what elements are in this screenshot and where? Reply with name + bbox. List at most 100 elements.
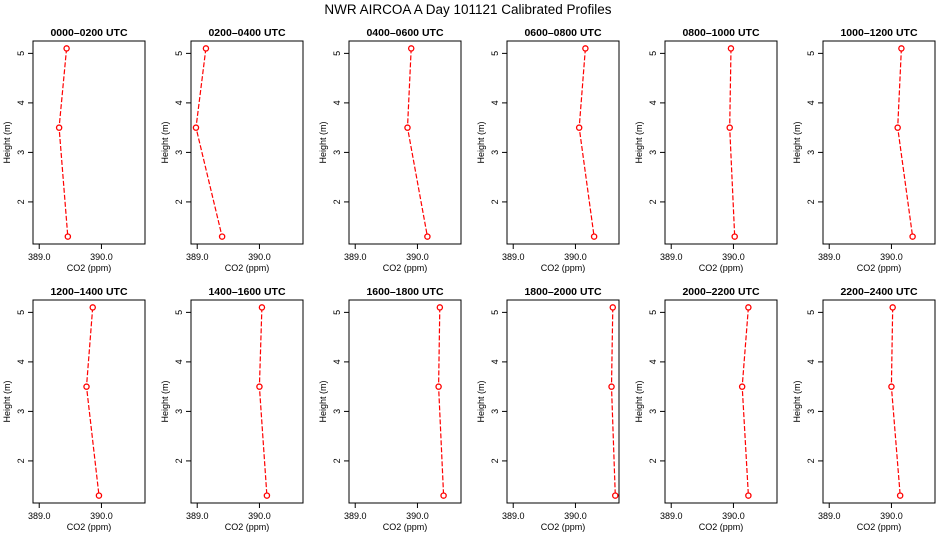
x-axis-label: CO2 (ppm) [857,522,902,532]
data-point [894,124,901,131]
data-point [202,45,210,52]
y-tick-label: 4 [174,359,184,364]
y-tick-label: 5 [490,51,500,56]
data-point [89,304,96,311]
data-point [63,45,70,52]
x-tick-label: 389.0 [28,252,51,262]
y-tick-label: 3 [648,409,658,414]
x-tick-label: 390.0 [406,252,429,262]
y-tick-label: 3 [174,150,184,155]
series-line-profile [729,48,736,237]
x-tick-label: 390.0 [406,511,429,521]
x-tick-label: 389.0 [186,252,209,262]
series-line-profile [897,48,914,237]
x-tick-label: 390.0 [248,252,271,262]
y-axis-label: Height (m) [160,121,170,163]
y-tick-label: 4 [332,100,342,105]
x-tick-label: 390.0 [564,511,587,521]
y-tick-label: 5 [332,51,342,56]
x-axis-label: CO2 (ppm) [857,263,902,273]
data-point [424,233,431,240]
y-axis-label: Height (m) [476,121,486,163]
plot-frame [664,299,778,504]
panel-title: 2200–2400 UTC [840,286,917,298]
y-tick-label: 2 [490,199,500,204]
x-axis-label: CO2 (ppm) [383,522,428,532]
x-tick-label: 390.0 [248,511,271,521]
data-point [726,124,733,131]
y-axis-label: Height (m) [160,380,170,422]
y-tick-label: 2 [806,199,816,204]
x-tick-label: 389.0 [660,252,683,262]
x-tick-label: 389.0 [28,511,51,521]
x-tick-label: 389.0 [502,252,525,262]
series-line-profile [406,48,428,237]
y-tick-label: 5 [806,310,816,315]
data-point [435,383,442,390]
y-axis-label: Height (m) [2,380,12,422]
x-axis-label: CO2 (ppm) [541,522,586,532]
x-axis-label: CO2 (ppm) [699,522,744,532]
y-tick-label: 3 [648,150,658,155]
data-point [590,233,598,240]
x-tick-label: 389.0 [818,252,841,262]
data-point [745,304,752,311]
panel-title: 1600–1800 UTC [366,286,443,298]
panel-title: 1400–1600 UTC [208,286,285,298]
y-axis-label: Height (m) [792,380,802,422]
series-line-profile [258,307,268,496]
y-tick-label: 5 [648,51,658,56]
y-tick-label: 4 [648,100,658,105]
data-point [889,304,896,311]
y-axis-label: Height (m) [792,121,802,163]
y-tick-label: 5 [174,51,184,56]
y-tick-label: 3 [332,409,342,414]
panel-title: 0800–1000 UTC [682,27,759,39]
panel-title: 1000–1200 UTC [840,27,917,39]
y-tick-label: 5 [16,51,26,56]
x-axis-label: CO2 (ppm) [225,522,270,532]
y-tick-label: 2 [16,199,26,204]
plot-frame [348,40,462,245]
x-tick-label: 389.0 [344,511,367,521]
y-axis-label: Height (m) [318,380,328,422]
data-point [745,492,752,499]
plot-frame [32,299,146,504]
y-tick-label: 5 [490,310,500,315]
y-tick-label: 2 [174,199,184,204]
data-point [436,304,444,311]
y-tick-label: 3 [174,409,184,414]
plot-frame [506,40,620,245]
y-tick-label: 4 [16,100,26,105]
panel-title: 0000–0200 UTC [50,27,127,39]
y-tick-label: 3 [332,150,342,155]
x-tick-label: 390.0 [722,511,745,521]
y-tick-label: 3 [490,409,500,414]
plot-frame [32,40,146,245]
y-tick-label: 4 [174,100,184,105]
y-tick-label: 2 [648,458,658,463]
data-point [95,492,103,499]
y-tick-label: 4 [490,100,500,105]
plot-frame [822,299,936,504]
y-axis-label: Height (m) [2,121,12,163]
x-tick-label: 390.0 [564,252,587,262]
panel-title: 1200–1400 UTC [50,286,127,298]
series-line-profile [610,307,616,496]
x-tick-label: 389.0 [818,511,841,521]
data-point [731,233,738,240]
y-tick-label: 2 [16,458,26,463]
panel-title: 2000–2200 UTC [682,286,759,298]
data-point [407,45,415,52]
y-axis-label: Height (m) [318,121,328,163]
